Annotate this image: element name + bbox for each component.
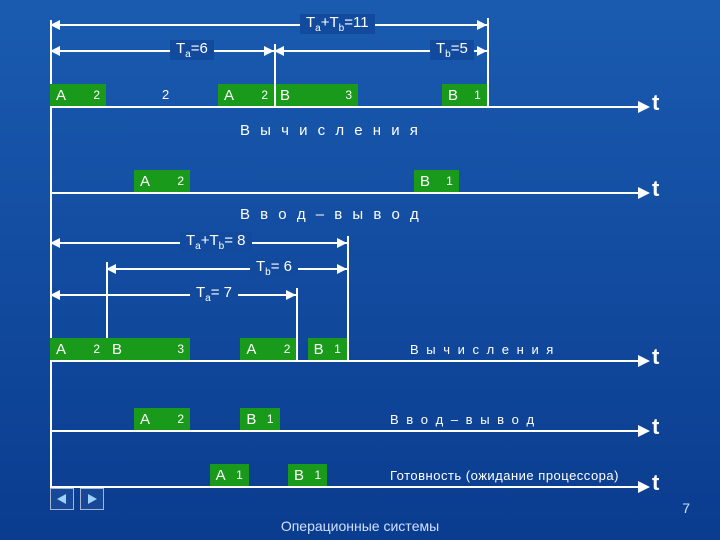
tick-line [106,262,108,338]
process-block: A2 [218,84,274,106]
span-label: Ta+Tb=11 [300,14,375,34]
span-arrow [50,50,274,52]
block-label: B [420,173,430,190]
block-label: B [112,341,122,358]
process-block: A2 [50,84,106,106]
span-label: Ta+Tb= 8 [180,232,252,252]
duration-marker: 2 [162,87,169,102]
span-label: Tb=5 [430,40,474,60]
block-label: B [314,341,324,358]
block-duration: 2 [177,412,184,426]
span-arrow [50,24,487,26]
row-caption: В в о д – в ы в о д [390,412,536,427]
block-duration: 2 [284,342,291,356]
block-duration: 2 [261,88,268,102]
block-duration: 1 [267,412,274,426]
process-block: B1 [442,84,487,106]
time-axis [50,486,640,488]
block-duration: 3 [177,342,184,356]
block-duration: 3 [345,88,352,102]
block-label: A [216,467,226,484]
diagram-canvas: tttttA22A2B3B1A2B1A2B3A2B1A2B1A1B1Ta+Tb=… [50,10,670,510]
block-label: B [280,87,290,104]
tick-line [274,44,276,106]
axis-label-t: t [652,344,659,370]
process-block: B1 [414,170,459,192]
span-label: Tb= 6 [250,258,298,278]
block-label: B [246,411,256,428]
block-duration: 2 [93,88,100,102]
process-block: A2 [240,338,296,360]
tick-line [347,236,349,360]
prev-button[interactable] [50,488,74,510]
axis-label-t: t [652,414,659,440]
triangle-left-icon [56,493,68,505]
block-duration: 1 [474,88,481,102]
block-duration: 2 [93,342,100,356]
time-axis [50,360,640,362]
block-label: B [448,87,458,104]
footer-text: Операционные систeмы [0,518,720,534]
block-duration: 2 [177,174,184,188]
row-caption: Готовность (ожидание процессора) [390,468,619,483]
block-duration: 1 [446,174,453,188]
block-duration: 1 [334,342,341,356]
axis-label-t: t [652,176,659,202]
tick-line [296,288,298,360]
process-block: A1 [210,464,249,486]
tick-line [487,18,489,106]
block-duration: 1 [315,468,322,482]
time-axis [50,192,640,194]
process-block: B1 [288,464,327,486]
row-caption: В ы ч и с л е н и я [240,122,421,139]
axis-label-t: t [652,470,659,496]
block-label: A [246,341,256,358]
triangle-right-icon [86,493,98,505]
process-block: B3 [274,84,358,106]
time-axis [50,106,640,108]
process-block: A2 [134,408,190,430]
span-arrow [50,294,296,296]
process-block: B1 [240,408,279,430]
span-arrow [106,268,347,270]
process-block: B1 [308,338,347,360]
block-duration: 1 [236,468,243,482]
axis-label-t: t [652,90,659,116]
block-label: A [140,411,150,428]
row-caption: В в о д – в ы в о д [240,206,422,223]
process-block: B3 [106,338,190,360]
next-button[interactable] [80,488,104,510]
process-block: A2 [134,170,190,192]
block-label: A [56,87,66,104]
process-block: A2 [50,338,106,360]
block-label: A [224,87,234,104]
time-axis [50,430,640,432]
page-number: 7 [682,500,690,516]
span-label: Ta= 7 [190,284,238,304]
row-caption: В ы ч и с л е н и я [410,342,555,357]
block-label: A [56,341,66,358]
block-label: B [294,467,304,484]
block-label: A [140,173,150,190]
span-label: Ta=6 [170,40,214,60]
